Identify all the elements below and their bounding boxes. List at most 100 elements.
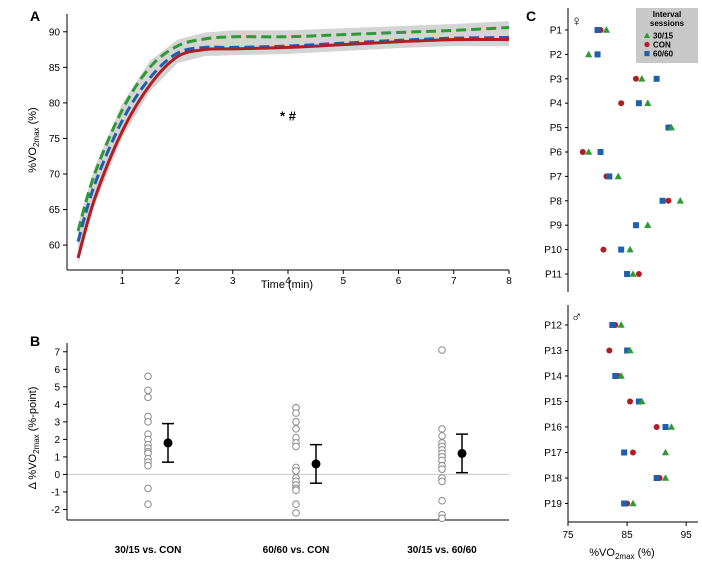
- panel-b-individual-point: [144, 386, 152, 395]
- panel-b-y-axis-title-main: Δ %VO: [27, 453, 39, 489]
- panel-c-letter: C: [526, 8, 536, 24]
- panel-c-participant-label: P18: [544, 474, 562, 485]
- panel-b-individual-point: [144, 418, 152, 426]
- legend-marker-circle: [644, 41, 650, 48]
- panel-b-y-tick-label: -2: [51, 505, 60, 516]
- panel-c-60-60-point: [609, 322, 616, 328]
- panel-c-30-15-point: [585, 50, 593, 58]
- panel-b: B -2 -1 0 1 2 3 4 5 6 7 30/15 vs. CON 60/60 vs. CON…: [27, 333, 509, 556]
- panel-a-y-axis-title-main: %VO: [27, 147, 39, 173]
- panel-b-individual-point: [144, 500, 152, 509]
- panel-a-confidence-band: [78, 21, 510, 265]
- panel-b-individual-point: [438, 477, 446, 486]
- panel-b-y-tick-label: 6: [54, 365, 60, 376]
- panel-c-con-point: [653, 424, 660, 430]
- panel-c-60-60-point: [635, 398, 642, 405]
- panel-b-y-axis-title: Δ %VO2max (%-point): [27, 387, 41, 490]
- panel-c-30-15-point: [676, 197, 684, 204]
- panel-c-participant-label: P14: [544, 372, 562, 383]
- panel-c-con-point: [579, 149, 586, 155]
- panel-c-participant-label: P15: [544, 397, 562, 408]
- panel-c-60-60-point: [665, 124, 672, 131]
- panel-c-30-15-point: [661, 448, 670, 456]
- panel-c-60-60-point: [618, 246, 625, 253]
- panel-c-30-15-point: [667, 123, 676, 131]
- panel-c-x-tick-label: 75: [562, 530, 574, 541]
- panel-c-participant-label: P16: [544, 423, 562, 434]
- panel-c-participant-label: P19: [544, 499, 562, 510]
- panel-c-con-point: [600, 246, 607, 253]
- panel-c-participant-label: P6: [550, 148, 563, 159]
- panel-b-mean-point: [163, 438, 173, 448]
- panel-c-participant-label: P17: [544, 448, 562, 459]
- panel-c-participant-label: P8: [550, 196, 563, 207]
- panel-a-x-tick-label: 6: [396, 276, 402, 287]
- panel-a-x-tick-label: 1: [119, 276, 125, 287]
- panel-c-con-point: [606, 347, 613, 354]
- panel-b-category-label: 60/60 vs. CON: [263, 545, 330, 556]
- panel-a-y-axis-title: %VO2max (%): [27, 107, 41, 172]
- panel-c-participant-label: P2: [550, 50, 563, 61]
- panel-b-y-tick-label: 4: [54, 400, 60, 411]
- panel-b-individual-point: [438, 425, 446, 433]
- panel-c-participant-label: P11: [545, 270, 562, 281]
- panel-c-30-15-point: [629, 499, 637, 507]
- panel-a-x-axis-title: Time (min): [261, 279, 313, 291]
- legend-title-line-1: Interval: [653, 10, 681, 19]
- panel-c-60-60-point: [612, 373, 619, 379]
- panel-a-letter: A: [30, 8, 40, 24]
- panel-b-mean-point: [457, 448, 467, 458]
- panel-c-participant-label: P12: [544, 321, 562, 332]
- panel-c-participant-label: P4: [550, 99, 563, 110]
- panel-c-x-axis-title-sub: 2max: [615, 552, 635, 561]
- panel-c-60-60-point: [653, 475, 660, 481]
- panel-c-30-15-point: [617, 372, 625, 379]
- panel-b-individual-point: [144, 484, 152, 493]
- legend-marker-triangle: [643, 32, 651, 38]
- panel-b-individual-point: [292, 418, 300, 426]
- panel-a-axes: 60 65 70 75 80 85 90 1 2 3 4 5 6 7 8: [49, 14, 512, 287]
- panel-b-y-tick-label: 3: [54, 417, 60, 428]
- panel-a-series-line-CON: [76, 37, 510, 259]
- panel-b-mean-point: [311, 459, 321, 469]
- panel-b-y-tick-label: 2: [54, 435, 60, 446]
- panel-c-60-60-point: [635, 100, 642, 107]
- panel-a-significance-annotation: * #: [280, 109, 297, 124]
- legend-item-label: 60/60: [653, 50, 674, 59]
- panel-b-letter: B: [30, 333, 40, 349]
- panel-b-individual-point: [144, 372, 152, 381]
- panel-b-y-axis-title-sub: 2max: [32, 434, 41, 454]
- panel-b-individual-point: [292, 442, 300, 451]
- panel-c-x-axis-title-tail: (%): [635, 547, 655, 559]
- panel-b-points: [144, 346, 468, 523]
- panel-c-participant-label: P9: [550, 221, 563, 232]
- panel-c-con-point: [630, 449, 636, 456]
- panel-a-y-axis-title-tail: (%): [27, 107, 39, 127]
- panel-c-axes: 75 85 95 P1 P2 P3 P4 P5 P6 P7 P8 P9 P10 P11 P12 P13 P14 P…: [544, 8, 698, 541]
- panel-b-category-label: 30/15 vs. 60/60: [407, 545, 477, 556]
- panel-c-30-15-point: [602, 26, 611, 33]
- panel-a-y-axis-title-sub: 2max: [32, 127, 41, 147]
- panel-b-individual-point: [292, 409, 300, 417]
- panel-a-y-tick-label: 60: [49, 241, 61, 252]
- panel-c-con-point: [635, 271, 642, 277]
- panel-c-30-15-point: [626, 346, 634, 354]
- panel-c-participant-label: P3: [550, 74, 563, 85]
- panel-b-y-tick-label: 5: [54, 382, 60, 393]
- panel-c-30-15-point: [614, 172, 622, 180]
- legend-item-label: CON: [653, 41, 671, 50]
- panel-b-y-axis-title-tail: (%-point): [27, 387, 39, 435]
- panel-c-30-15-point: [638, 75, 646, 82]
- panel-a-y-tick-label: 90: [49, 27, 61, 38]
- panel-a-x-tick-label: 5: [340, 276, 346, 287]
- panel-c: C 75 85 95 P1 P2 P3 P4 P5 P6 P7 P8 P9 P10 P11 P12 P13 P1…: [526, 8, 698, 561]
- panel-b-individual-point: [438, 514, 446, 523]
- panel-a-series-line-60-60: [76, 35, 510, 242]
- panel-c-60-60-point: [632, 222, 639, 229]
- panel-c-30-15-point: [629, 270, 637, 277]
- panel-c-60-60-point: [594, 51, 601, 58]
- panel-b-individual-point: [438, 432, 446, 440]
